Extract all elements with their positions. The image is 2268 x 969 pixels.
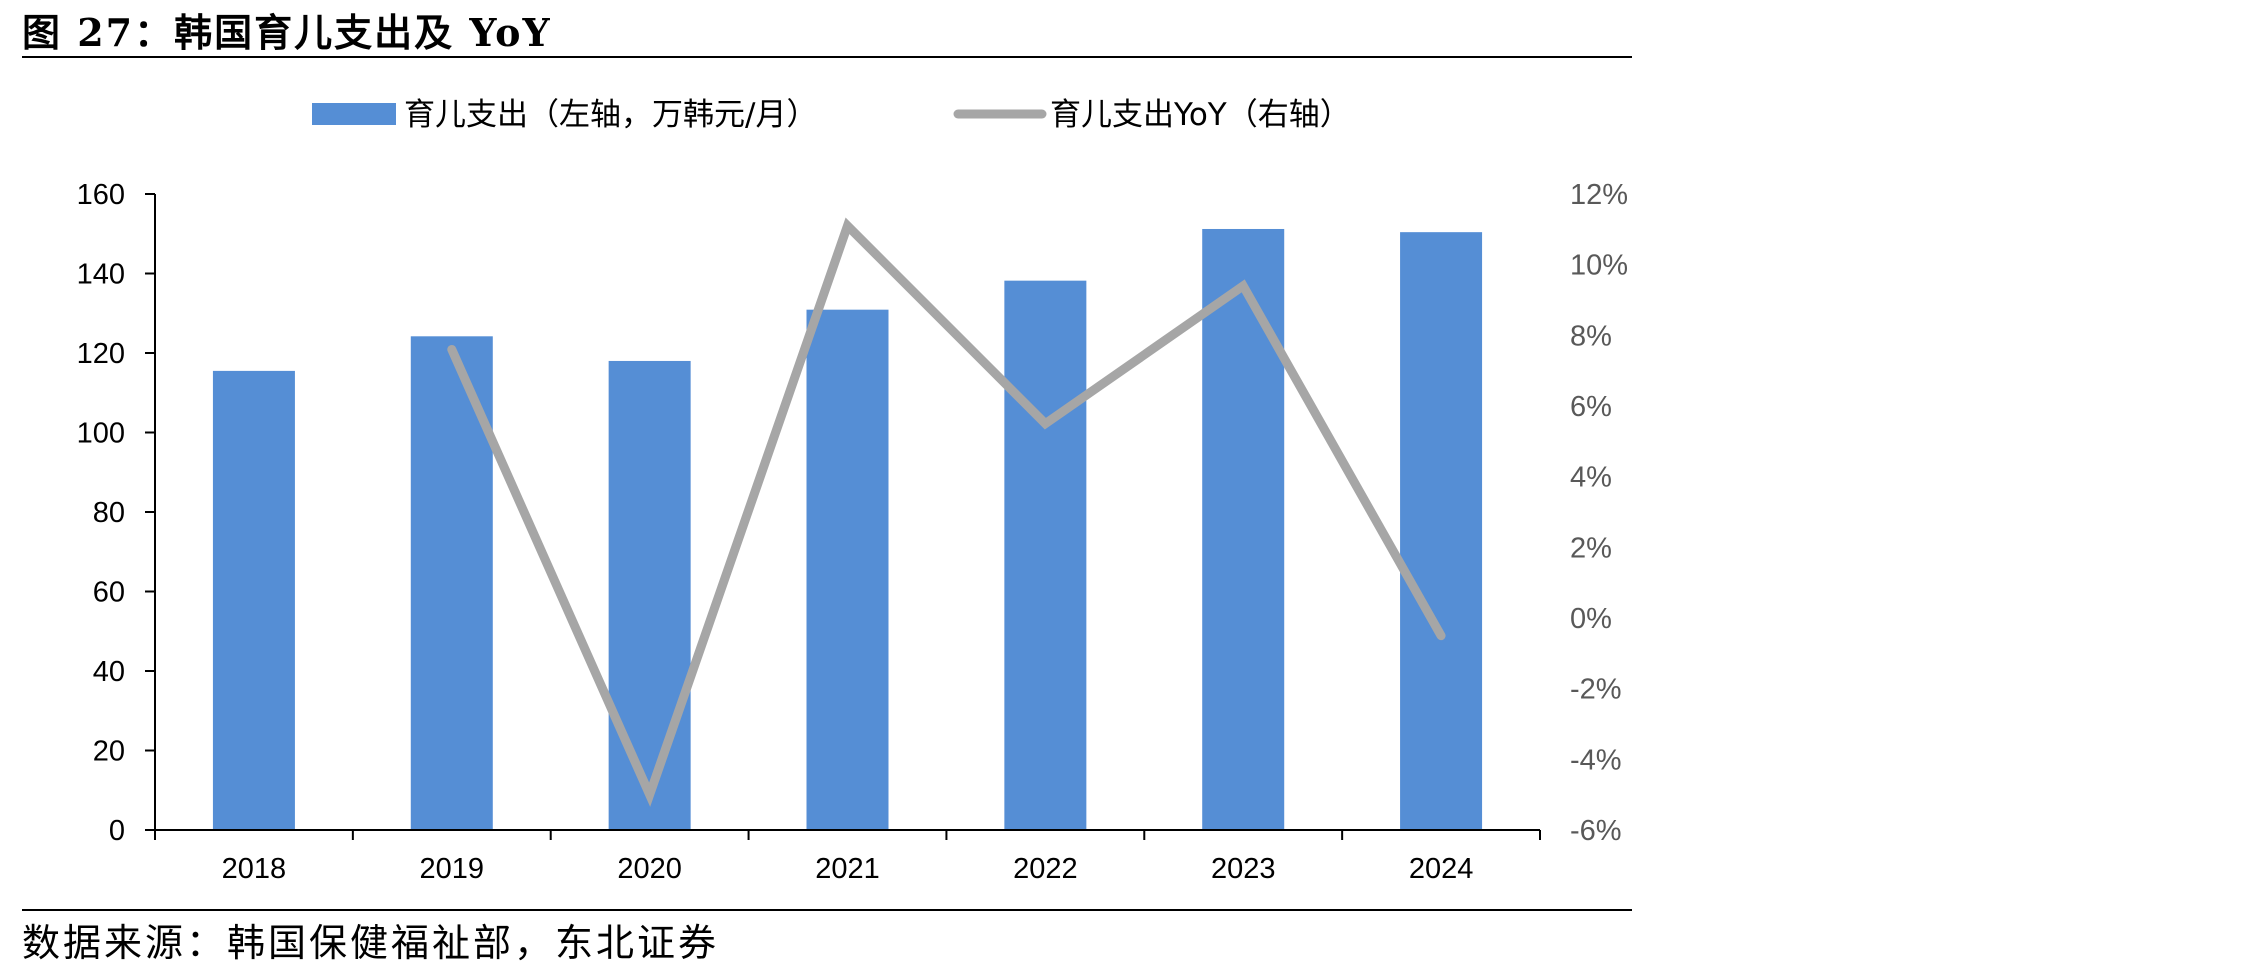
y-left-tick-label: 40 bbox=[93, 656, 125, 688]
y-right-tick-label: 12% bbox=[1570, 179, 1628, 211]
y-left-tick-label: 60 bbox=[93, 577, 125, 609]
yoy-line bbox=[447, 217, 1446, 807]
y-right-tick-label: 0% bbox=[1570, 603, 1612, 635]
x-tick-label: 2024 bbox=[1409, 853, 1474, 885]
y-right-tick-label: -4% bbox=[1570, 744, 1622, 776]
bar-2021 bbox=[806, 309, 889, 830]
legend-bar-label: 育儿支出（左轴，万韩元/月） bbox=[404, 97, 817, 133]
x-tick-label: 2018 bbox=[222, 853, 287, 885]
y-right-tick-label: -2% bbox=[1570, 674, 1622, 706]
title-rule bbox=[22, 56, 1632, 58]
line-series bbox=[447, 217, 1446, 807]
bar-2022 bbox=[1004, 280, 1087, 830]
y-left-tick-label: 80 bbox=[93, 497, 125, 529]
y-left-tick-label: 20 bbox=[93, 736, 125, 768]
y-right-tick-label: 10% bbox=[1570, 250, 1628, 282]
bar-2020 bbox=[608, 360, 691, 830]
x-tick-label: 2021 bbox=[815, 853, 880, 885]
bar-2023 bbox=[1202, 228, 1285, 831]
y-right-tick-label: -6% bbox=[1570, 815, 1622, 847]
tick-labels: 0 20 40 60 80 100 120 140 160 -6% -4% -2% 0% 2% 4% 6% 8%… bbox=[77, 179, 1628, 885]
x-tick-label: 2022 bbox=[1013, 853, 1078, 885]
y-right-tick-label: 6% bbox=[1570, 391, 1612, 423]
x-tick-label: 2023 bbox=[1211, 853, 1276, 885]
x-tick-label: 2019 bbox=[420, 853, 485, 885]
y-left-tick-label: 160 bbox=[77, 179, 125, 211]
y-right-tick-label: 4% bbox=[1570, 462, 1612, 494]
y-right-tick-label: 2% bbox=[1570, 532, 1612, 564]
bar-series bbox=[212, 228, 1483, 831]
legend: 育儿支出（左轴，万韩元/月） 育儿支出YoY（右轴） bbox=[312, 97, 1351, 133]
legend-line-label: 育儿支出YoY（右轴） bbox=[1050, 97, 1351, 133]
y-left-tick-label: 100 bbox=[77, 418, 125, 450]
y-left-tick-label: 140 bbox=[77, 259, 125, 291]
figure-title: 图 27：韩国育儿支出及 YoY bbox=[22, 10, 552, 55]
bar-2024 bbox=[1400, 232, 1483, 830]
bar-2018 bbox=[212, 370, 295, 830]
source-note: 数据来源：韩国保健福祉部，东北证券 bbox=[22, 921, 720, 965]
axes bbox=[145, 193, 1541, 840]
legend-bar-swatch bbox=[312, 103, 396, 125]
y-left-tick-label: 120 bbox=[77, 338, 125, 370]
source-rule bbox=[22, 909, 1632, 911]
y-left-tick-label: 0 bbox=[109, 815, 125, 847]
x-tick-label: 2020 bbox=[617, 853, 682, 885]
y-right-tick-label: 8% bbox=[1570, 320, 1612, 352]
